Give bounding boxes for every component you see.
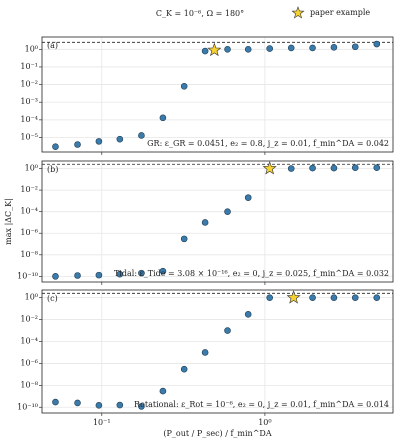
- data-point: [116, 135, 124, 143]
- data-point: [351, 294, 359, 301]
- data-point: [373, 294, 381, 301]
- data-point: [287, 165, 295, 172]
- data-point: [95, 138, 103, 145]
- data-point: [224, 208, 231, 215]
- data-point: [244, 194, 252, 201]
- legend-star: [291, 6, 305, 19]
- data-point: [180, 235, 188, 243]
- highlight-star: [262, 161, 277, 175]
- data-point: [330, 164, 338, 172]
- y-tick-label: 10⁻⁴: [20, 115, 38, 124]
- highlight-star: [207, 42, 222, 57]
- x-tick-label: 10⁻¹: [93, 418, 111, 427]
- data-point: [138, 269, 145, 277]
- y-tick-label: 10⁻⁶: [20, 228, 38, 237]
- panel-label: (b): [47, 165, 58, 174]
- data-point: [116, 401, 124, 409]
- data-point: [201, 219, 209, 226]
- data-point: [180, 82, 188, 90]
- data-point: [309, 294, 316, 301]
- data-point: [159, 114, 167, 122]
- data-point: [201, 47, 209, 55]
- data-point: [373, 40, 381, 48]
- data-point: [159, 267, 167, 275]
- data-point: [244, 46, 252, 53]
- y-tick-label: 10⁻²: [20, 315, 38, 324]
- data-point: [95, 271, 103, 279]
- data-point: [330, 44, 338, 51]
- y-axis-label: max |ΔC_K|: [4, 198, 13, 245]
- panel-label: (a): [47, 41, 58, 50]
- data-point: [180, 365, 188, 373]
- data-point: [309, 164, 316, 172]
- x-tick-label: 10⁰: [258, 418, 271, 427]
- y-tick-label: 10⁻¹⁰: [17, 271, 38, 280]
- data-point: [95, 402, 103, 409]
- data-point: [52, 143, 59, 150]
- data-point: [309, 44, 316, 52]
- data-point: [266, 45, 273, 52]
- y-tick-label: 10⁻⁸: [20, 380, 38, 389]
- y-tick-label: 10⁻⁵: [20, 132, 38, 141]
- data-point: [74, 399, 81, 407]
- data-point: [116, 270, 124, 278]
- y-tick-label: 10⁻⁶: [20, 358, 38, 367]
- data-point: [159, 387, 167, 395]
- axes-frame: [41, 289, 394, 414]
- axes-frame: [41, 160, 394, 283]
- annotation: GR: ε_GR = 0.0451, e₂ = 0.8, j_z = 0.01,…: [147, 139, 389, 148]
- y-tick-label: 10⁻¹: [20, 62, 38, 71]
- data-point: [224, 327, 231, 334]
- annotation: Tidal: ε_Tide = 3.08 × 10⁻¹⁶, e₂ = 0, j_…: [114, 269, 389, 278]
- data-point: [266, 294, 273, 301]
- data-point: [52, 273, 59, 280]
- data-point: [52, 398, 59, 406]
- data-point: [201, 349, 209, 356]
- data-point: [287, 44, 295, 52]
- panel-label: (c): [47, 294, 58, 303]
- annotation: Rotational: ε_Rot = 10⁻⁶, e₂ = 0, j_z = …: [134, 400, 389, 409]
- y-tick-label: 10⁰: [25, 44, 38, 53]
- data-point: [74, 272, 81, 279]
- data-point: [330, 294, 338, 301]
- axes-frame: [41, 36, 394, 153]
- highlight-star: [286, 290, 301, 304]
- data-point: [351, 43, 359, 51]
- y-tick-label: 10⁻¹⁰: [17, 402, 38, 411]
- data-point: [373, 164, 381, 171]
- legend-label: paper example: [310, 8, 370, 17]
- y-tick-label: 10⁻⁴: [20, 337, 38, 346]
- data-point: [74, 141, 81, 148]
- data-point: [224, 46, 231, 53]
- data-point: [244, 311, 252, 318]
- y-tick-label: 10⁻⁴: [20, 207, 38, 216]
- x-axis-label: (P_out / P_sec) / f_min^DA: [163, 429, 271, 438]
- y-tick-label: 10⁰: [25, 293, 38, 302]
- y-tick-label: 10⁰: [25, 164, 38, 173]
- y-tick-label: 10⁻³: [20, 97, 38, 106]
- data-point: [351, 164, 359, 171]
- data-point: [138, 403, 145, 410]
- y-tick-label: 10⁻²: [20, 185, 38, 194]
- y-tick-label: 10⁻²: [20, 80, 38, 89]
- data-point: [138, 132, 145, 139]
- y-tick-label: 10⁻⁸: [20, 250, 38, 259]
- chart-title: C_K = 10⁻⁶, Ω = 180°: [156, 9, 244, 18]
